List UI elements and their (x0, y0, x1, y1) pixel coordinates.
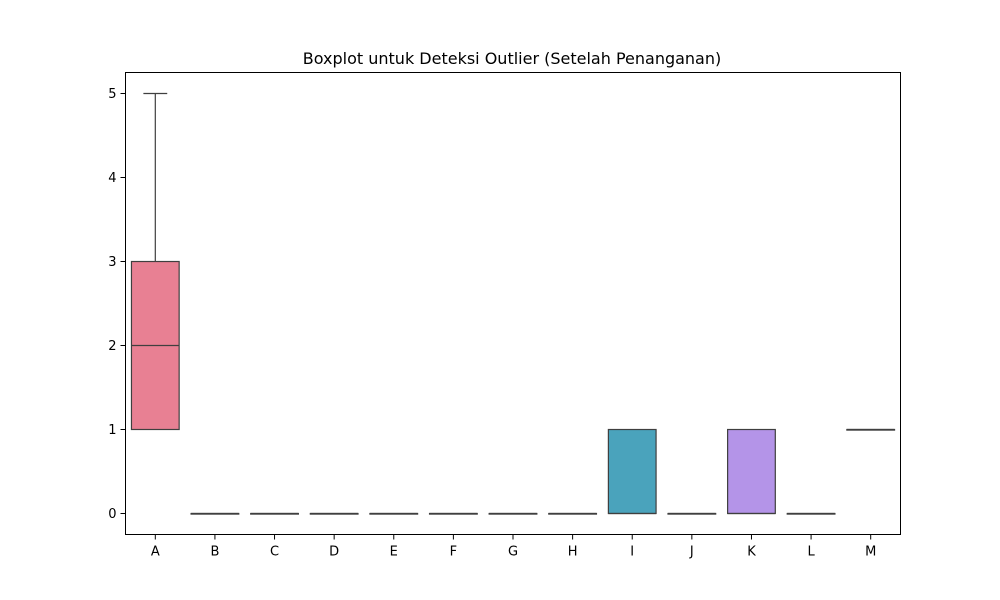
boxes-group (130, 92, 896, 515)
x-tick-label: A (151, 545, 160, 560)
y-tick-label: 2 (108, 339, 116, 354)
y-tick-label: 0 (108, 507, 116, 522)
box-H (548, 512, 598, 515)
x-tick-label: K (747, 545, 756, 560)
box-G (488, 512, 538, 515)
y-tick-label: 3 (108, 255, 116, 270)
chart-title: Boxplot untuk Deteksi Outlier (Setelah P… (303, 49, 722, 68)
box-rect (727, 428, 776, 515)
box-I (607, 428, 657, 515)
y-tick-label: 4 (108, 171, 116, 186)
x-tick-label: L (807, 545, 815, 560)
box-M (846, 428, 896, 431)
y-axis: 0 1 2 3 4 5 (108, 87, 126, 522)
box-K (727, 428, 776, 515)
y-tick-label: 1 (108, 423, 116, 438)
box-C (250, 512, 299, 515)
x-tick-label: M (865, 545, 876, 560)
x-tick-label: H (568, 545, 578, 560)
box-E (369, 512, 419, 515)
box-F (428, 512, 478, 515)
plot-frame (125, 72, 901, 535)
y-tick-label: 5 (108, 87, 116, 102)
x-axis: A B C D E F G H I J K L M (151, 534, 876, 560)
x-tick-label: B (210, 545, 219, 560)
x-tick-label: G (508, 545, 518, 560)
box-rect (607, 428, 657, 515)
x-tick-label: C (270, 545, 279, 560)
x-tick-label: J (689, 545, 694, 560)
box-L (786, 512, 836, 515)
x-tick-label: F (450, 545, 457, 560)
x-tick-label: I (630, 545, 634, 560)
box-B (190, 512, 240, 515)
x-tick-label: D (329, 545, 339, 560)
box-J (667, 512, 717, 515)
box-A (130, 92, 180, 431)
x-tick-label: E (390, 545, 398, 560)
box-D (309, 512, 359, 515)
